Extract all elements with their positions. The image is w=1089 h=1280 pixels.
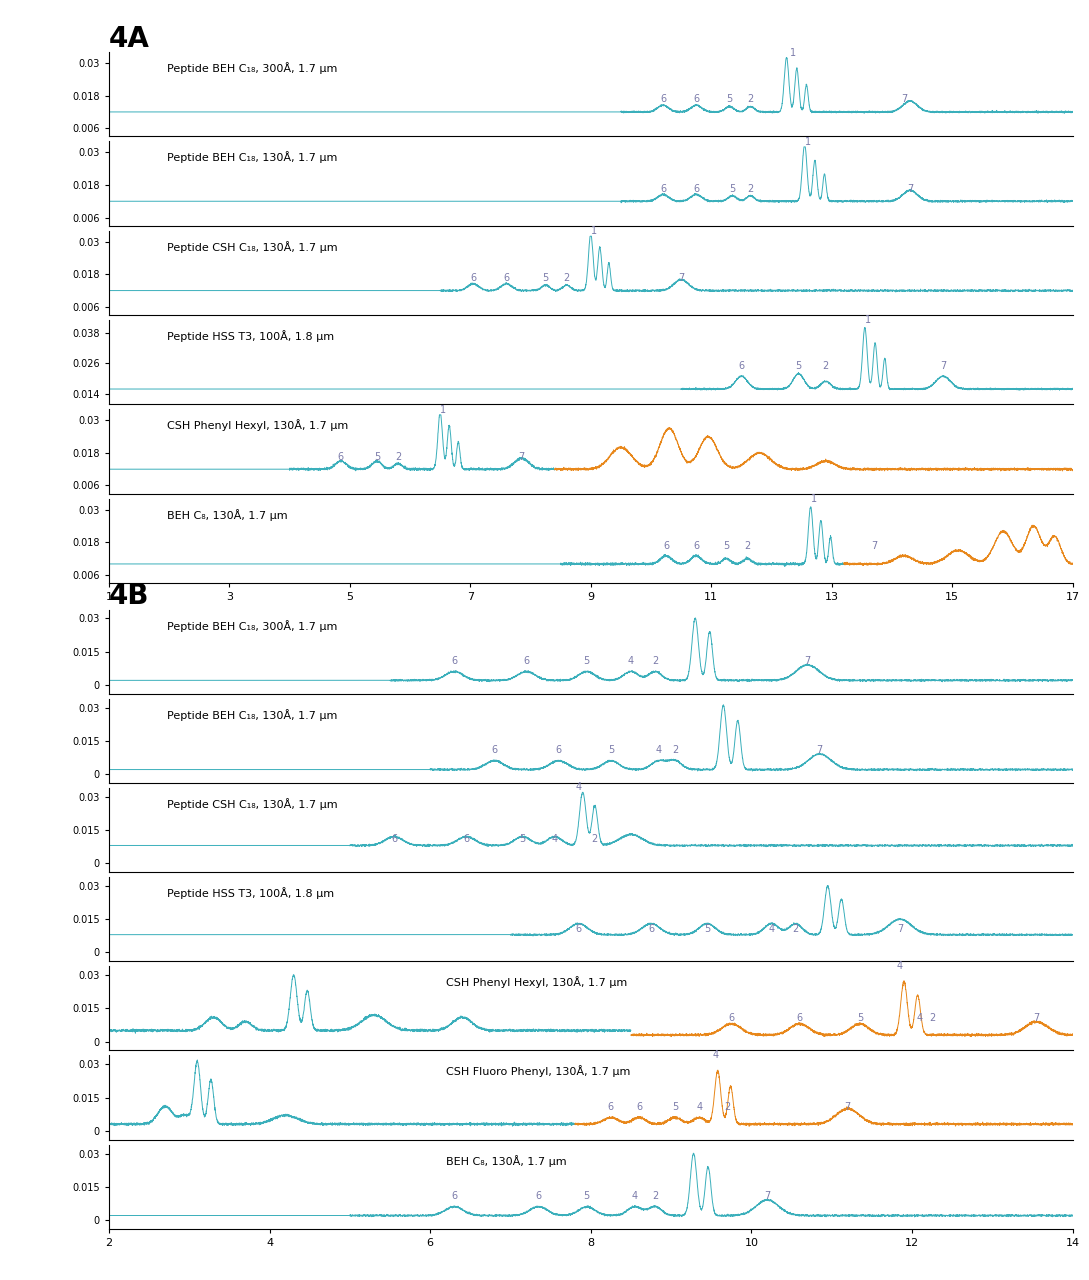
- Text: Peptide BEH C₁₈, 300Å, 1.7 μm: Peptide BEH C₁₈, 300Å, 1.7 μm: [167, 620, 338, 631]
- Text: 6: 6: [636, 1102, 643, 1112]
- Text: 4: 4: [917, 1012, 923, 1023]
- Text: 2: 2: [747, 183, 754, 193]
- Text: 7: 7: [817, 745, 823, 755]
- Text: 6: 6: [660, 95, 666, 105]
- Text: 6: 6: [576, 924, 582, 933]
- Text: 6: 6: [463, 835, 469, 845]
- Text: 5: 5: [608, 745, 614, 755]
- Text: 1: 1: [440, 404, 446, 415]
- Text: 6: 6: [729, 1012, 734, 1023]
- Text: 2: 2: [652, 1192, 658, 1201]
- Text: 6: 6: [796, 1012, 803, 1023]
- Text: Peptide HSS T3, 100Å, 1.8 μm: Peptide HSS T3, 100Å, 1.8 μm: [167, 887, 334, 899]
- Text: Peptide BEH C₁₈, 130Å, 1.7 μm: Peptide BEH C₁₈, 130Å, 1.7 μm: [167, 151, 338, 164]
- Text: 2: 2: [747, 95, 754, 105]
- Text: 4: 4: [897, 961, 903, 970]
- Text: Peptide CSH C₁₈, 130Å, 1.7 μm: Peptide CSH C₁₈, 130Å, 1.7 μm: [167, 241, 338, 252]
- Text: 6: 6: [524, 655, 529, 666]
- Text: Peptide HSS T3, 100Å, 1.8 μm: Peptide HSS T3, 100Å, 1.8 μm: [167, 330, 334, 342]
- Text: 6: 6: [693, 95, 699, 105]
- Text: CSH Phenyl Hexyl, 130Å, 1.7 μm: CSH Phenyl Hexyl, 130Å, 1.7 μm: [446, 977, 627, 988]
- Text: 6: 6: [738, 361, 745, 371]
- Text: BEH C₈, 130Å, 1.7 μm: BEH C₈, 130Å, 1.7 μm: [446, 1155, 567, 1166]
- Text: 5: 5: [857, 1012, 862, 1023]
- Text: 6: 6: [391, 835, 397, 845]
- Text: 6: 6: [338, 452, 344, 462]
- Text: BEH C₈, 130Å, 1.7 μm: BEH C₈, 130Å, 1.7 μm: [167, 509, 287, 521]
- Text: 2: 2: [724, 1102, 731, 1112]
- Text: 6: 6: [648, 924, 654, 933]
- Text: 4: 4: [628, 655, 634, 666]
- Text: 5: 5: [726, 95, 733, 105]
- Text: 7: 7: [871, 541, 877, 550]
- Text: 6: 6: [660, 183, 666, 193]
- Text: 5: 5: [723, 541, 730, 550]
- Text: 7: 7: [845, 1102, 851, 1112]
- Text: 2: 2: [672, 745, 678, 755]
- Text: 7: 7: [897, 924, 903, 933]
- Text: 5: 5: [584, 655, 590, 666]
- Text: 6: 6: [608, 1102, 614, 1112]
- Text: 7: 7: [940, 361, 946, 371]
- Text: 5: 5: [584, 1192, 590, 1201]
- Text: 7: 7: [764, 1192, 771, 1201]
- Text: 5: 5: [542, 273, 549, 283]
- Text: 6: 6: [693, 541, 699, 550]
- Text: 1: 1: [810, 494, 817, 504]
- Text: 4B: 4B: [109, 582, 149, 611]
- Text: 1: 1: [590, 227, 597, 237]
- Text: 4: 4: [769, 924, 774, 933]
- Text: 6: 6: [555, 745, 562, 755]
- Text: 7: 7: [901, 95, 907, 105]
- Text: 5: 5: [795, 361, 802, 371]
- Text: 4: 4: [712, 1050, 719, 1060]
- Text: 1: 1: [805, 137, 810, 147]
- Text: 7: 7: [518, 452, 525, 462]
- Text: CSH Phenyl Hexyl, 130Å, 1.7 μm: CSH Phenyl Hexyl, 130Å, 1.7 μm: [167, 420, 348, 431]
- Text: 5: 5: [672, 1102, 678, 1112]
- Text: Peptide CSH C₁₈, 130Å, 1.7 μm: Peptide CSH C₁₈, 130Å, 1.7 μm: [167, 797, 338, 810]
- Text: 7: 7: [805, 655, 810, 666]
- Text: 1: 1: [790, 47, 796, 58]
- Text: 2: 2: [652, 655, 658, 666]
- Text: 2: 2: [793, 924, 798, 933]
- Text: 2: 2: [822, 361, 829, 371]
- Text: 7: 7: [907, 183, 914, 193]
- Text: 4: 4: [656, 745, 662, 755]
- Text: 7: 7: [678, 273, 684, 283]
- Text: 4: 4: [576, 782, 582, 792]
- Text: 6: 6: [536, 1192, 541, 1201]
- Text: 5: 5: [374, 452, 380, 462]
- Text: 2: 2: [744, 541, 750, 550]
- Text: 6: 6: [503, 273, 510, 283]
- Text: 6: 6: [451, 1192, 457, 1201]
- Text: 5: 5: [705, 924, 710, 933]
- Text: 2: 2: [395, 452, 401, 462]
- Text: 5: 5: [519, 835, 526, 845]
- Text: 4A: 4A: [109, 24, 150, 52]
- Text: 6: 6: [491, 745, 498, 755]
- Text: 7: 7: [1033, 1012, 1040, 1023]
- Text: 2: 2: [591, 835, 598, 845]
- Text: 6: 6: [693, 183, 699, 193]
- Text: 4: 4: [552, 835, 558, 845]
- Text: CSH Fluoro Phenyl, 130Å, 1.7 μm: CSH Fluoro Phenyl, 130Å, 1.7 μm: [446, 1065, 631, 1078]
- Text: 1: 1: [865, 315, 871, 325]
- Text: 5: 5: [730, 183, 735, 193]
- Text: Peptide BEH C₁₈, 300Å, 1.7 μm: Peptide BEH C₁₈, 300Å, 1.7 μm: [167, 63, 338, 74]
- Text: 4: 4: [632, 1192, 638, 1201]
- Text: Peptide BEH C₁₈, 130Å, 1.7 μm: Peptide BEH C₁₈, 130Å, 1.7 μm: [167, 709, 338, 721]
- Text: 6: 6: [470, 273, 476, 283]
- Text: 6: 6: [663, 541, 669, 550]
- Text: 2: 2: [929, 1012, 935, 1023]
- Text: 2: 2: [564, 273, 570, 283]
- Text: 4: 4: [696, 1102, 702, 1112]
- Text: 6: 6: [451, 655, 457, 666]
